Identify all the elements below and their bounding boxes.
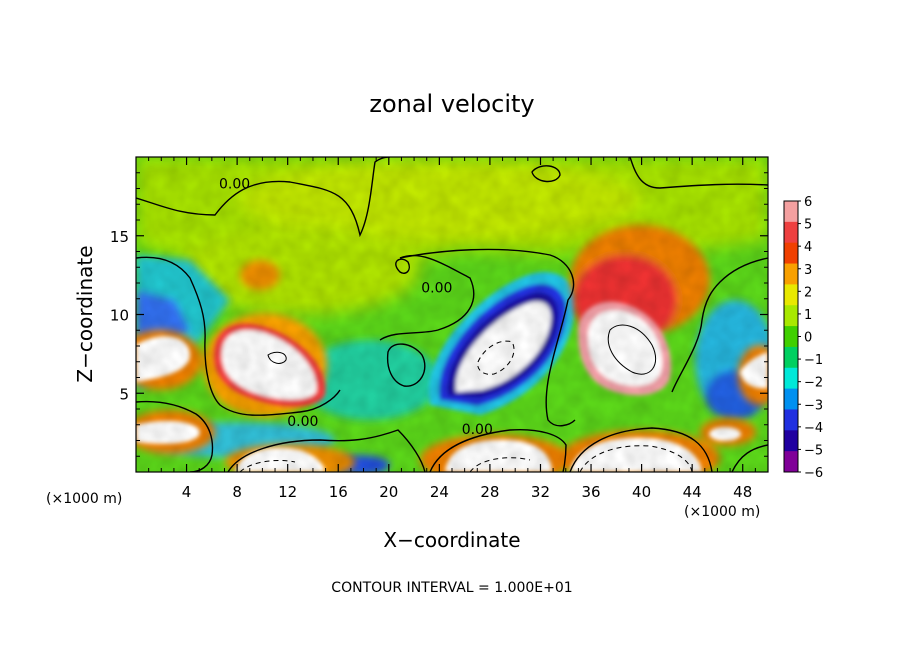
field-noise: [136, 157, 768, 472]
colorbar-label: 2: [804, 285, 812, 300]
colorbar-segment: [784, 221, 798, 244]
contour-left-island: [386, 343, 426, 387]
x-tick-label: 44: [683, 483, 702, 501]
x-unit-label-right: (×1000 m): [684, 504, 760, 520]
colorbar-label: 5: [804, 218, 812, 233]
dashed-bottom-loop: [579, 445, 693, 472]
colorbar-segment: [784, 201, 798, 223]
contour-small-loop: [531, 165, 561, 183]
contour-label: 0.00: [421, 280, 452, 296]
colorbar-label: −1: [804, 353, 823, 368]
colorbar-label: −4: [804, 421, 823, 436]
colorbar-label: 6: [804, 195, 812, 210]
colorbar: 6 5 4 3 2 1 0 −1 −2 −3 −4 −5 −6: [783, 195, 823, 481]
y-tick-label: 10: [110, 307, 129, 325]
heatmap-field: 0.00 0.00 0.00 0.00: [136, 157, 768, 472]
chart-title: zonal velocity: [369, 90, 534, 118]
x-axis-title: X−coordinate: [383, 528, 520, 552]
x-unit-label-left: (×1000 m): [46, 491, 122, 507]
colorbar-label: −6: [804, 466, 823, 481]
colorbar-segment: [784, 284, 798, 306]
colorbar-segment: [784, 346, 798, 369]
zero-contours: [136, 157, 768, 472]
contour-interval-note: CONTOUR INTERVAL = 1.000E+01: [331, 580, 572, 596]
x-tick-label: 32: [531, 483, 550, 501]
colorbar-segment: [784, 326, 798, 348]
colorbar-segment: [784, 409, 798, 431]
x-tick-label: 8: [232, 483, 242, 501]
dashed-center-loop: [477, 340, 515, 375]
y-axis: 5 10 15: [110, 172, 768, 457]
contour-left-blob: [395, 258, 410, 274]
x-tick-label: 28: [480, 483, 499, 501]
negative-contours: [239, 340, 693, 472]
x-tick-label: 4: [182, 483, 192, 501]
x-tick-label: 24: [430, 483, 449, 501]
colorbar-segment: [784, 242, 798, 265]
dashed-bottom-left-loop: [239, 459, 296, 472]
contour-upper: [136, 157, 391, 238]
contour-label: 0.00: [462, 422, 493, 438]
x-tick-label: 40: [632, 483, 651, 501]
colorbar-label: −3: [804, 398, 823, 413]
colorbar-segment: [784, 451, 798, 473]
colorbar-label: 0: [804, 331, 812, 346]
colorbar-label: 4: [804, 240, 812, 255]
contour-labels: 0.00 0.00 0.00 0.00: [219, 176, 493, 438]
contour-label: 0.00: [287, 414, 318, 430]
x-tick-label: 12: [278, 483, 297, 501]
colorbar-label: 3: [804, 263, 812, 278]
contour-mid: [379, 254, 475, 341]
contour-left-mid: [136, 256, 341, 416]
y-tick-label: 15: [110, 228, 129, 246]
contour-bottom-right: [569, 427, 713, 472]
colorbar-segment: [784, 263, 798, 285]
y-axis-title: Z−coordinate: [73, 245, 97, 382]
contour-bottom: [429, 428, 567, 472]
x-tick-label: 16: [329, 483, 348, 501]
contour-right-edge: [731, 444, 768, 472]
contour-center-band: [399, 248, 576, 427]
contour-right: [671, 257, 768, 393]
contour-left-lower: [136, 400, 214, 472]
contour-label: 0.00: [219, 176, 250, 192]
colorbar-segment: [784, 430, 798, 452]
x-tick-label: 20: [379, 483, 398, 501]
colorbar-label: 1: [804, 308, 812, 323]
contour-lower-center: [227, 429, 426, 472]
colorbar-segment: [784, 305, 798, 327]
x-tick-label: 48: [733, 483, 752, 501]
x-axis: 4 8 12 16 20 24 28 32 36 40 44 48: [148, 157, 756, 501]
contour-inner-left-loop: [267, 351, 287, 364]
contour-inner-right-loop: [607, 324, 657, 375]
x-tick-label: 36: [581, 483, 600, 501]
contour-upper-right: [629, 157, 768, 189]
colorbar-label: −5: [804, 443, 823, 458]
colorbar-segment: [784, 388, 798, 410]
dashed-bottom-center-loop: [469, 457, 531, 472]
colorbar-segment: [784, 367, 798, 390]
y-tick-label: 5: [119, 385, 129, 403]
colorbar-label: −2: [804, 376, 823, 391]
